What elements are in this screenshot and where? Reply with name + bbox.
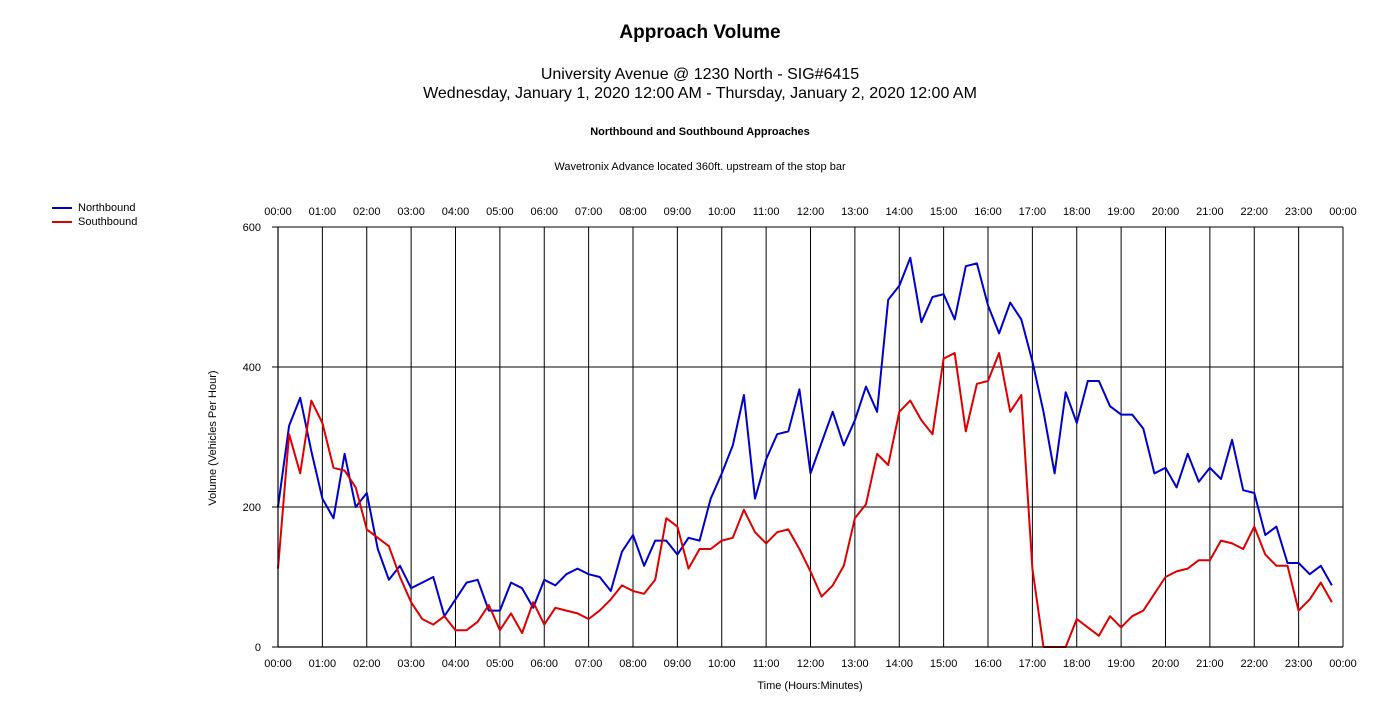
x-tick-label-bottom: 21:00 (1196, 658, 1224, 670)
series-layer (277, 256, 1333, 648)
x-tick-label-bottom: 06:00 (530, 658, 558, 670)
x-tick-label-bottom: 11:00 (753, 658, 780, 670)
x-tick-label-top: 10:00 (708, 206, 736, 218)
x-tick-label-top: 06:00 (530, 206, 558, 218)
x-tick-label-bottom: 07:00 (575, 658, 603, 670)
x-tick-label-bottom: 04:00 (442, 658, 470, 670)
x-tick-label-bottom: 00:00 (264, 658, 292, 670)
y-tick-label: 600 (243, 222, 261, 234)
x-tick-label-bottom: 16:00 (974, 658, 1002, 670)
legend-label-southbound: Southbound (78, 216, 138, 228)
x-tick-label-bottom: 03:00 (397, 658, 425, 670)
legend-swatch-southbound (52, 221, 72, 223)
x-tick-label-bottom: 00:00 (1329, 658, 1357, 670)
x-tick-label-bottom: 10:00 (708, 658, 736, 670)
legend-label-northbound: Northbound (78, 202, 136, 214)
x-tick-label-bottom: 18:00 (1063, 658, 1091, 670)
x-tick-label-top: 19:00 (1107, 206, 1135, 218)
x-tick-label-bottom: 13:00 (841, 658, 869, 670)
x-tick-label-bottom: 08:00 (619, 658, 647, 670)
grid-layer (272, 226, 1344, 648)
legend-item-southbound: Southbound (52, 215, 137, 229)
x-tick-label-bottom: 23:00 (1285, 658, 1313, 670)
x-tick-label-top: 14:00 (885, 206, 913, 218)
x-tick-label-top: 15:00 (930, 206, 958, 218)
chart-legend: Northbound Southbound (52, 201, 137, 229)
chart-title: Approach Volume (619, 22, 781, 43)
x-tick-label-bottom: 12:00 (797, 658, 825, 670)
series-line-northbound (277, 256, 1333, 618)
x-tick-label-bottom: 14:00 (885, 658, 913, 670)
x-tick-label-top: 05:00 (486, 206, 514, 218)
x-tick-label-bottom: 09:00 (664, 658, 692, 670)
chart-subtitle-location: University Avenue @ 1230 North - SIG#641… (540, 66, 860, 83)
x-tick-label-bottom: 22:00 (1240, 658, 1268, 670)
x-tick-label-top: 21:00 (1196, 206, 1224, 218)
x-tick-label-bottom: 19:00 (1107, 658, 1135, 670)
x-tick-label-top: 20:00 (1152, 206, 1180, 218)
legend-item-northbound: Northbound (52, 201, 137, 215)
y-axis-title: Volume (Vehicles Per Hour) (207, 370, 219, 505)
x-tick-label-top: 07:00 (575, 206, 603, 218)
x-tick-label-top: 12:00 (797, 206, 825, 218)
axis-layer: 00:00 00:00 01:00 01:00 02:00 02:00 03:00 03:00… (243, 206, 1357, 670)
x-tick-label-top: 09:00 (664, 206, 692, 218)
x-tick-label-top: 08:00 (619, 206, 647, 218)
legend-swatch-northbound (52, 207, 72, 209)
x-tick-label-top: 01:00 (309, 206, 337, 218)
x-tick-label-top: 02:00 (353, 206, 381, 218)
x-tick-label-top: 17:00 (1019, 206, 1047, 218)
x-axis-title: Time (Hours:Minutes) (757, 680, 862, 692)
chart-subheading: Northbound and Southbound Approaches (590, 126, 810, 138)
x-tick-label-bottom: 15:00 (930, 658, 958, 670)
x-tick-label-top: 04:00 (442, 206, 470, 218)
x-tick-label-top: 00:00 (264, 206, 292, 218)
y-tick-label: 0 (255, 642, 261, 654)
x-tick-label-top: 03:00 (397, 206, 425, 218)
series-line-southbound (277, 352, 1333, 648)
x-tick-label-bottom: 05:00 (486, 658, 514, 670)
x-tick-label-top: 23:00 (1285, 206, 1313, 218)
y-tick-label: 400 (243, 362, 261, 374)
x-tick-label-top: 00:00 (1329, 206, 1357, 218)
x-tick-label-top: 16:00 (974, 206, 1002, 218)
chart-note: Wavetronix Advance located 360ft. upstre… (554, 161, 846, 173)
chart-subtitle-daterange: Wednesday, January 1, 2020 12:00 AM - Th… (423, 85, 977, 102)
x-tick-label-bottom: 20:00 (1152, 658, 1180, 670)
x-tick-label-top: 18:00 (1063, 206, 1091, 218)
x-tick-label-bottom: 02:00 (353, 658, 381, 670)
x-tick-label-top: 22:00 (1240, 206, 1268, 218)
x-tick-label-top: 11:00 (753, 206, 780, 218)
x-tick-label-top: 13:00 (841, 206, 869, 218)
x-tick-label-bottom: 01:00 (309, 658, 337, 670)
y-tick-label: 200 (243, 502, 261, 514)
x-tick-label-bottom: 17:00 (1019, 658, 1047, 670)
